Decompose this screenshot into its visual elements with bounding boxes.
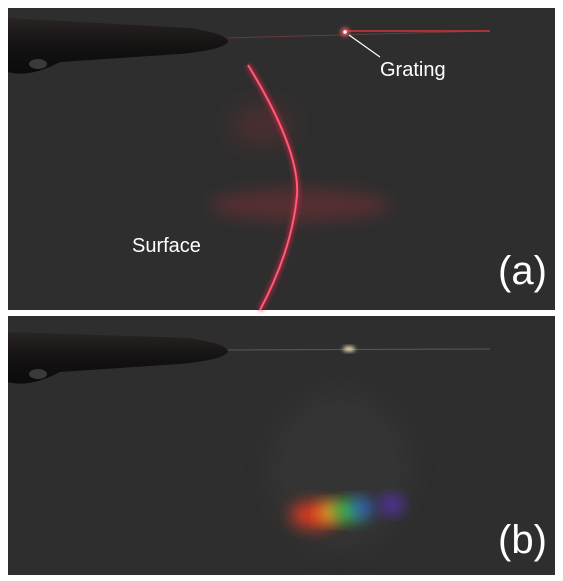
panel-label: (a) [498, 249, 547, 293]
glow [270, 390, 410, 550]
annotation: Grating [380, 59, 446, 81]
clip-hole [29, 369, 47, 379]
grating-spot-core [343, 30, 347, 34]
grating-spot [343, 347, 355, 352]
panel-b: (b) [8, 316, 555, 575]
panel-label: (b) [498, 518, 547, 562]
figure: Grating Surface (a) (b) [0, 0, 563, 581]
page: Grating Surface (a) (b) (() => { const d… [0, 0, 563, 581]
clip-hole [29, 59, 47, 69]
annotation: Surface [132, 235, 201, 257]
spectrum-blue [352, 499, 372, 517]
panel-a: Grating Surface (a) [8, 8, 555, 310]
spectrum-violet [382, 497, 402, 513]
